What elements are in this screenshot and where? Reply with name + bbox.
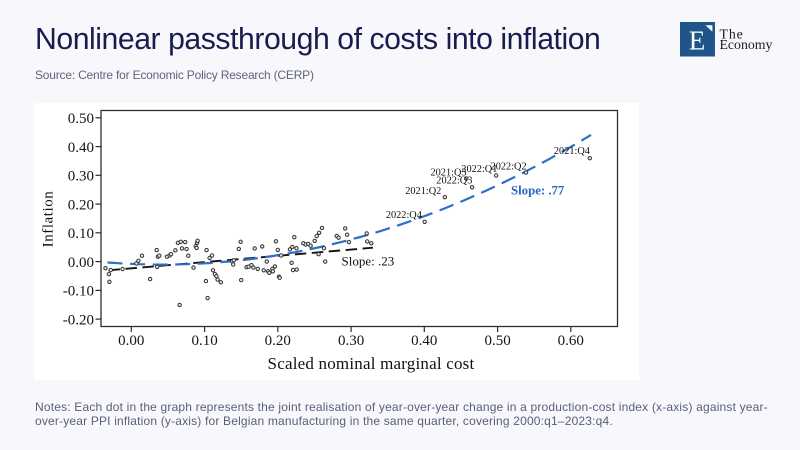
svg-text:Economy: Economy [720,37,773,52]
svg-text:2022:Q2: 2022:Q2 [491,162,527,173]
svg-text:0.00: 0.00 [68,255,94,271]
svg-text:-0.10: -0.10 [63,284,94,300]
svg-text:2021:Q2: 2021:Q2 [405,186,441,197]
svg-text:0.40: 0.40 [68,140,94,156]
svg-text:2022:Q1: 2022:Q1 [461,164,497,175]
svg-text:2021:Q3: 2021:Q3 [431,168,467,179]
svg-text:0.00: 0.00 [118,333,144,349]
svg-text:E: E [689,26,706,56]
svg-text:0.20: 0.20 [68,197,94,213]
svg-text:0.40: 0.40 [411,333,437,349]
svg-text:0.50: 0.50 [484,333,510,349]
svg-text:Scaled nominal marginal cost: Scaled nominal marginal cost [268,354,475,373]
svg-text:Slope: .23: Slope: .23 [342,254,395,269]
svg-text:0.60: 0.60 [558,333,584,349]
svg-text:0.30: 0.30 [338,333,364,349]
svg-text:Inflation: Inflation [41,191,57,248]
svg-text:-0.20: -0.20 [63,312,94,328]
svg-text:0.10: 0.10 [68,226,94,242]
svg-text:Slope: .77: Slope: .77 [511,184,565,198]
svg-text:The: The [720,26,744,41]
svg-text:2021:Q4: 2021:Q4 [554,146,590,157]
svg-text:0.50: 0.50 [68,111,94,127]
svg-text:2022:Q3: 2022:Q3 [436,175,472,186]
svg-text:0.10: 0.10 [191,333,217,349]
svg-text:2022:Q4: 2022:Q4 [386,210,422,221]
svg-text:0.20: 0.20 [265,333,291,349]
svg-text:0.30: 0.30 [68,169,94,185]
